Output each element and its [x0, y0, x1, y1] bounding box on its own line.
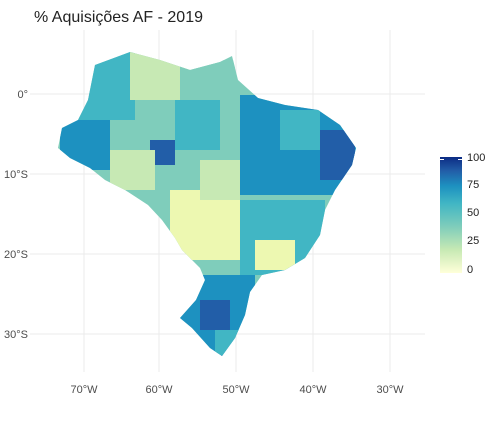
legend-tick-50: 50 — [467, 207, 480, 219]
region-se2 — [255, 240, 295, 270]
region-ne2 — [280, 110, 320, 150]
region-s2 — [200, 300, 230, 330]
legend-tick-25: 25 — [467, 235, 480, 247]
legend-tick-75: 75 — [467, 179, 480, 191]
region-nw — [58, 52, 135, 120]
legend-mark-100-r — [458, 159, 462, 160]
region-w — [60, 120, 110, 170]
y-tick-0: 0° — [17, 89, 28, 101]
region-c2 — [110, 150, 155, 190]
brazil-map — [58, 52, 356, 356]
y-tick-20s: 20°S — [4, 249, 28, 261]
x-axis-labels: 70°W 60°W 50°W 40°W 30°W — [70, 384, 404, 396]
y-tick-10s: 10°S — [4, 169, 28, 181]
x-tick-70w: 70°W — [70, 384, 98, 396]
region-cw — [170, 190, 240, 260]
y-axis-labels: 0° 10°S 20°S 30°S — [4, 89, 28, 341]
legend-tick-100: 100 — [467, 152, 486, 164]
legend-tick-0: 0 — [467, 264, 474, 276]
x-tick-50w: 50°W — [222, 384, 250, 396]
color-legend: 100 75 50 25 0 — [440, 152, 500, 282]
legend-colorbar — [440, 157, 462, 273]
map-title: % Aquisições AF - 2019 — [34, 9, 203, 26]
x-tick-40w: 40°W — [299, 384, 327, 396]
region-cw2 — [200, 160, 240, 200]
y-tick-30s: 30°S — [4, 329, 28, 341]
region-n2 — [180, 60, 235, 105]
x-tick-60w: 60°W — [145, 384, 173, 396]
x-tick-30w: 30°W — [376, 384, 404, 396]
legend-mark-100 — [440, 159, 444, 160]
region-ne3 — [320, 130, 355, 180]
region-c3 — [175, 100, 220, 150]
